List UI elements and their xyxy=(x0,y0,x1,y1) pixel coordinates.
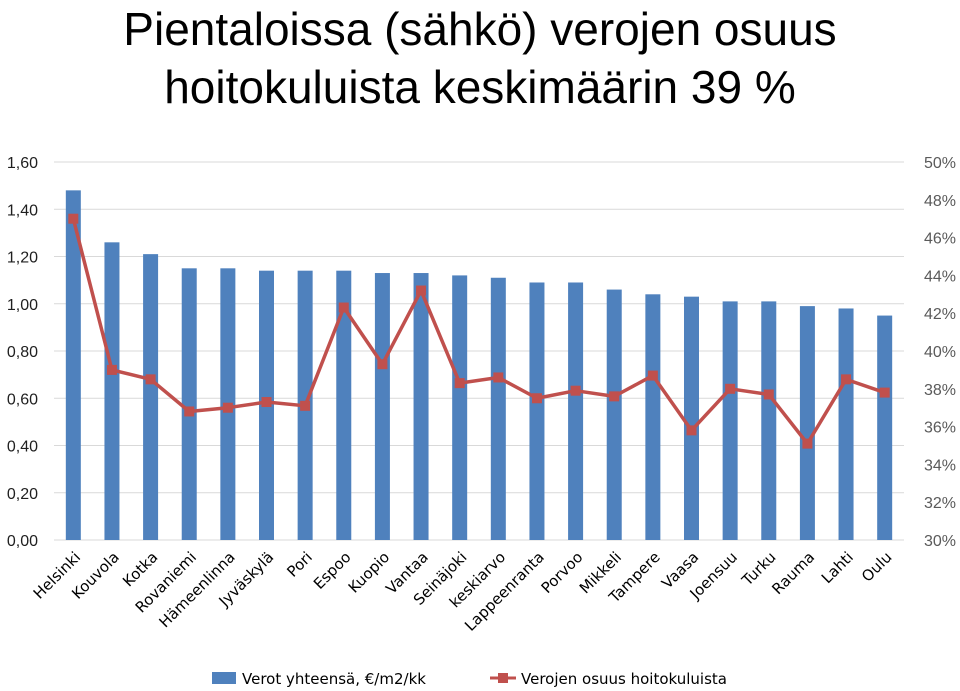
line-point xyxy=(570,385,581,396)
line-point xyxy=(647,370,658,381)
left-tick-label: 1,20 xyxy=(7,250,38,267)
line-point xyxy=(261,397,272,408)
right-axis-ticks: 30% 32% 34% 36% 38% 40% 42% 44% 46% 48% 50% xyxy=(924,155,956,550)
bar xyxy=(799,306,815,540)
line-point xyxy=(300,400,311,411)
line-point xyxy=(222,402,233,413)
left-tick-label: 0,20 xyxy=(7,486,38,503)
bar xyxy=(181,268,197,540)
category-label: Pori xyxy=(283,548,316,581)
bar xyxy=(684,296,699,540)
line-point xyxy=(68,213,79,224)
line-point xyxy=(184,406,195,417)
right-tick-label: 50% xyxy=(924,155,956,172)
bar xyxy=(336,270,352,540)
category-label: Oulu xyxy=(858,548,895,585)
right-tick-label: 34% xyxy=(924,457,956,474)
line-point xyxy=(493,372,504,383)
bar xyxy=(529,282,545,540)
category-label: Rauma xyxy=(768,548,818,598)
right-tick-label: 44% xyxy=(924,268,956,285)
legend-line-marker xyxy=(498,673,508,683)
right-tick-label: 32% xyxy=(924,495,956,512)
legend-line-label: Verojen osuus hoitokuluista xyxy=(521,670,727,688)
legend-bar-label: Verot yhteensä, €/m2/kk xyxy=(242,670,426,688)
bar xyxy=(722,301,738,540)
right-tick-label: 46% xyxy=(924,231,956,248)
bar xyxy=(104,242,120,540)
line-point xyxy=(725,383,736,394)
line-series xyxy=(68,213,890,449)
line-point xyxy=(763,389,774,400)
line-point xyxy=(841,374,852,385)
line-point xyxy=(531,393,542,404)
bar xyxy=(645,294,661,540)
legend-bar-swatch xyxy=(212,672,236,684)
line-point xyxy=(802,438,813,449)
right-tick-label: 38% xyxy=(924,382,956,399)
right-tick-label: 36% xyxy=(924,420,956,437)
bar xyxy=(490,277,506,540)
left-tick-label: 1,00 xyxy=(7,297,38,314)
gridlines xyxy=(54,161,904,541)
left-axis-ticks: 0,00 0,20 0,40 0,60 0,80 1,00 1,20 1,40 1,60 xyxy=(7,155,38,550)
bar xyxy=(374,273,390,540)
category-labels: HelsinkiKouvolaKotkaRovaniemiHämeenlinna… xyxy=(30,548,896,635)
line-point xyxy=(416,285,427,296)
line-point xyxy=(106,364,117,375)
series-line xyxy=(71,218,886,446)
line-point xyxy=(686,425,697,436)
category-label: Porvoo xyxy=(538,548,587,597)
line-point xyxy=(145,374,156,385)
bar xyxy=(761,301,777,540)
line-point xyxy=(338,302,349,313)
left-tick-label: 0,00 xyxy=(7,533,38,550)
category-label: Lahti xyxy=(818,548,857,587)
line-point xyxy=(609,391,620,402)
bar xyxy=(65,190,81,540)
right-tick-label: 40% xyxy=(924,344,956,361)
right-tick-label: 30% xyxy=(924,533,956,550)
left-tick-label: 1,60 xyxy=(7,155,38,172)
bar xyxy=(143,254,159,540)
bar xyxy=(877,315,893,540)
right-tick-label: 42% xyxy=(924,306,956,323)
bar xyxy=(606,289,622,540)
left-tick-label: 1,40 xyxy=(7,202,38,219)
chart-title-line-2: hoitokuluista keskimäärin 39 % xyxy=(164,61,796,113)
left-tick-label: 0,80 xyxy=(7,344,38,361)
chart-title-line-1: Pientaloissa (sähkö) verojen osuus xyxy=(123,3,837,55)
line-point xyxy=(454,378,465,389)
chart-title: Pientaloissa (sähkö) verojen osuus hoito… xyxy=(0,0,960,116)
bar xyxy=(568,282,584,540)
bar xyxy=(838,308,854,540)
bar xyxy=(413,273,429,540)
left-tick-label: 0,60 xyxy=(7,391,38,408)
line-point xyxy=(879,387,890,398)
line-point xyxy=(377,359,388,370)
bar xyxy=(452,275,468,540)
bar-series xyxy=(65,190,893,540)
legend: Verot yhteensä, €/m2/kk Verojen osuus ho… xyxy=(212,670,727,688)
left-tick-label: 0,40 xyxy=(7,439,38,456)
right-tick-label: 48% xyxy=(924,193,956,210)
